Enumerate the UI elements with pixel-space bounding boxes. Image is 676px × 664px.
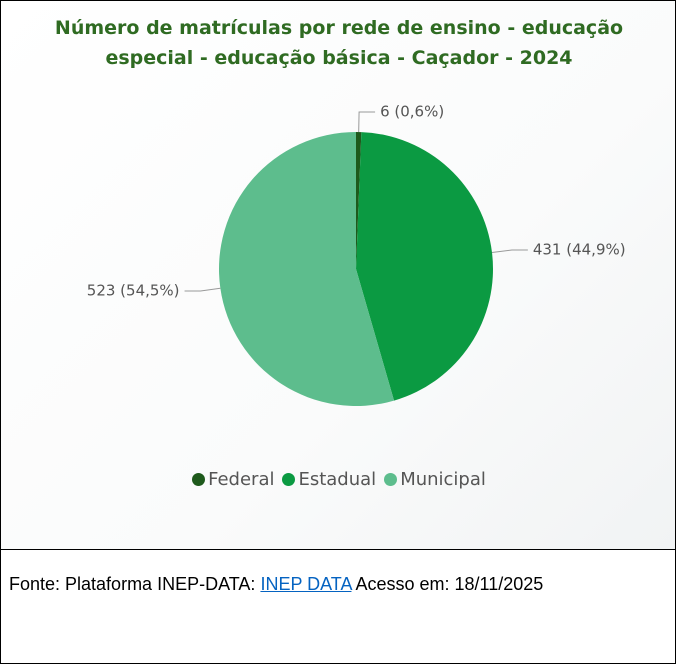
legend-swatch xyxy=(192,473,206,486)
legend-label: Federal xyxy=(208,469,275,490)
legend-swatch xyxy=(384,473,398,486)
source-suffix: Acesso em: 18/11/2025 xyxy=(355,574,544,594)
legend-label: Municipal xyxy=(400,469,486,490)
legend: Federal Estadual Municipal xyxy=(1,469,676,490)
chart-title: Número de matrículas por rede de ensino … xyxy=(54,17,624,69)
data-label: 431 (44,9%) xyxy=(533,241,626,259)
leader-line xyxy=(358,111,376,133)
chart: 6 (0,6%) 431 (44,9%) 523 (54,5%) xyxy=(87,103,626,406)
legend-item: Estadual xyxy=(282,469,376,490)
source-note: Fonte: Plataforma INEP-DATA: INEP DATA A… xyxy=(9,571,663,597)
pie-slice xyxy=(219,132,395,406)
data-label: 6 (0,6%) xyxy=(380,103,444,121)
legend-label: Estadual xyxy=(298,469,377,490)
leader-line xyxy=(491,249,528,253)
leader-line xyxy=(184,287,221,292)
data-label: 523 (54,5%) xyxy=(87,282,180,300)
pie-slice xyxy=(356,132,362,269)
pie-slice xyxy=(356,132,493,401)
chart-cell: Número de matrículas por rede de ensino … xyxy=(1,1,675,550)
source-link[interactable]: INEP DATA xyxy=(260,574,352,594)
legend-swatch xyxy=(282,473,296,486)
legend-item: Municipal xyxy=(384,469,486,490)
source-prefix: Fonte: Plataforma INEP-DATA: xyxy=(9,574,256,594)
legend-item: Federal xyxy=(192,469,274,490)
